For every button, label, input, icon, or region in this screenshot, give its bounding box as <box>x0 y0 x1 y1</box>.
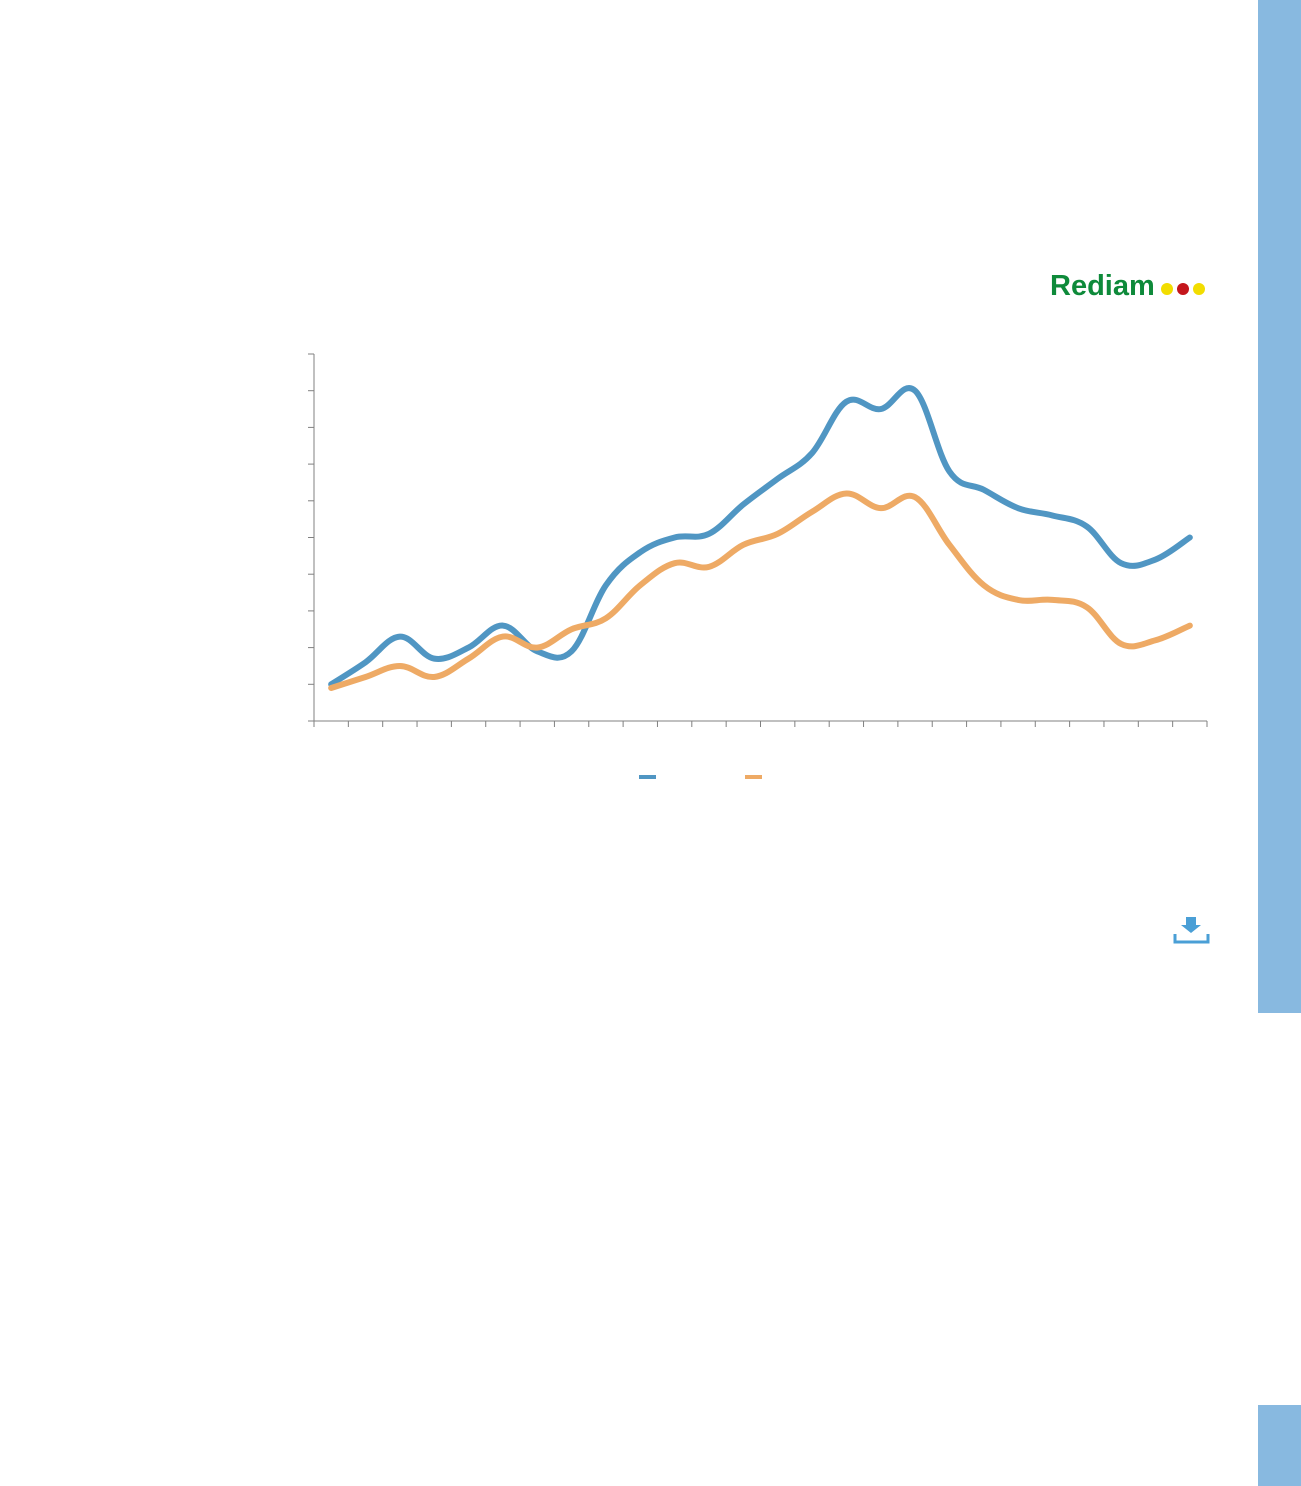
series-line-1 <box>328 385 1193 688</box>
legend-swatch-1 <box>639 775 656 779</box>
download-button[interactable] <box>1172 914 1212 946</box>
brand-name: Rediam <box>1050 269 1155 302</box>
brand-dot-3 <box>1192 283 1205 295</box>
line-chart <box>308 353 1208 779</box>
chart-series <box>328 385 1193 691</box>
legend-swatch-2 <box>745 775 762 779</box>
chart-axes <box>308 353 1208 727</box>
brand-dot-1 <box>1160 283 1173 295</box>
side-panel <box>1258 0 1301 1013</box>
brand-logo: Rediam <box>1050 268 1209 304</box>
chart-legend <box>639 775 762 779</box>
brand-dots <box>1160 283 1209 295</box>
side-tab[interactable] <box>1258 1405 1301 1486</box>
series-line-2 <box>328 490 1193 691</box>
download-icon <box>1173 917 1210 944</box>
brand-dot-2 <box>1176 283 1189 295</box>
